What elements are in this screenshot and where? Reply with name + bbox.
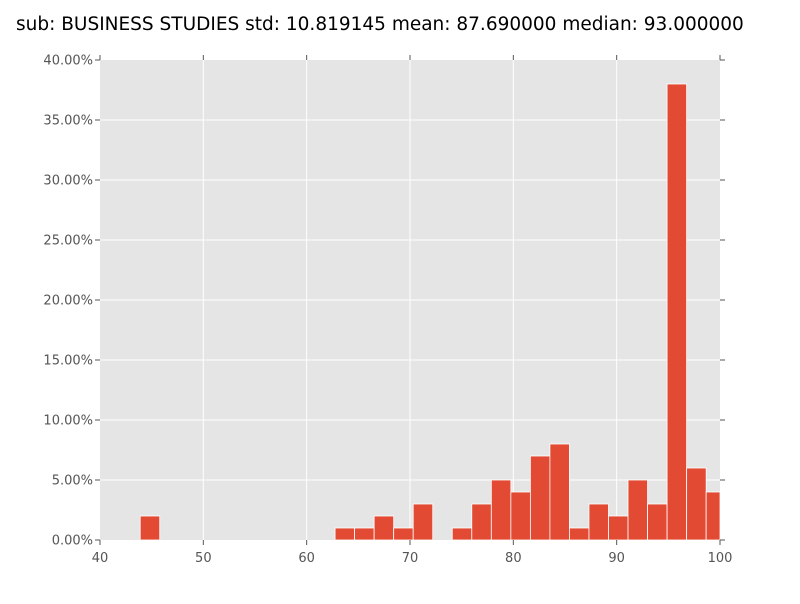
histogram-bar xyxy=(588,503,609,541)
histogram-bar xyxy=(686,467,707,541)
histogram-bar xyxy=(451,527,473,541)
y-tick-label: 10.00% xyxy=(43,414,93,429)
histogram-bar xyxy=(569,527,590,541)
x-tick-label: 80 xyxy=(505,551,522,566)
bars-group xyxy=(139,83,721,541)
histogram-bar xyxy=(471,503,492,541)
y-tick-label: 5.00% xyxy=(52,474,93,489)
x-tick-label: 50 xyxy=(195,551,212,566)
histogram-bar xyxy=(139,515,161,541)
x-tick-label: 90 xyxy=(608,551,625,566)
histogram-bar xyxy=(373,515,395,541)
histogram-bar xyxy=(627,479,648,541)
histogram-bar xyxy=(529,455,551,541)
chart-title: sub: BUSINESS STUDIES std: 10.819145 mea… xyxy=(16,14,744,35)
histogram-bar xyxy=(549,443,570,541)
histogram-bar xyxy=(490,479,512,541)
histogram-bar xyxy=(510,491,531,541)
grid-lines xyxy=(100,60,720,540)
axes-group xyxy=(95,55,725,545)
y-tick-label: 25.00% xyxy=(43,234,93,249)
x-tick-label: 100 xyxy=(708,551,733,566)
histogram-bar xyxy=(666,83,688,541)
histogram-bar xyxy=(705,491,721,541)
x-tick-labels: 40 50 60 70 80 90 100 xyxy=(92,551,733,566)
x-tick-label: 40 xyxy=(92,551,109,566)
x-tick-label: 70 xyxy=(402,551,419,566)
histogram-bar xyxy=(354,527,375,541)
x-tick-label: 60 xyxy=(298,551,315,566)
y-tick-label: 40.00% xyxy=(43,54,93,69)
histogram-bar xyxy=(412,503,434,541)
histogram-bar xyxy=(608,515,629,541)
y-tick-label: 35.00% xyxy=(43,114,93,129)
y-tick-labels: 0.00% 5.00% 10.00% 15.00% 20.00% 25.00% 30.00%… xyxy=(43,54,93,549)
histogram-bar xyxy=(393,527,414,541)
y-tick-label: 0.00% xyxy=(52,534,93,549)
histogram-bar xyxy=(647,503,668,541)
histogram-bar xyxy=(334,527,356,541)
y-tick-label: 30.00% xyxy=(43,174,93,189)
y-tick-label: 20.00% xyxy=(43,294,93,309)
y-tick-label: 15.00% xyxy=(43,354,93,369)
